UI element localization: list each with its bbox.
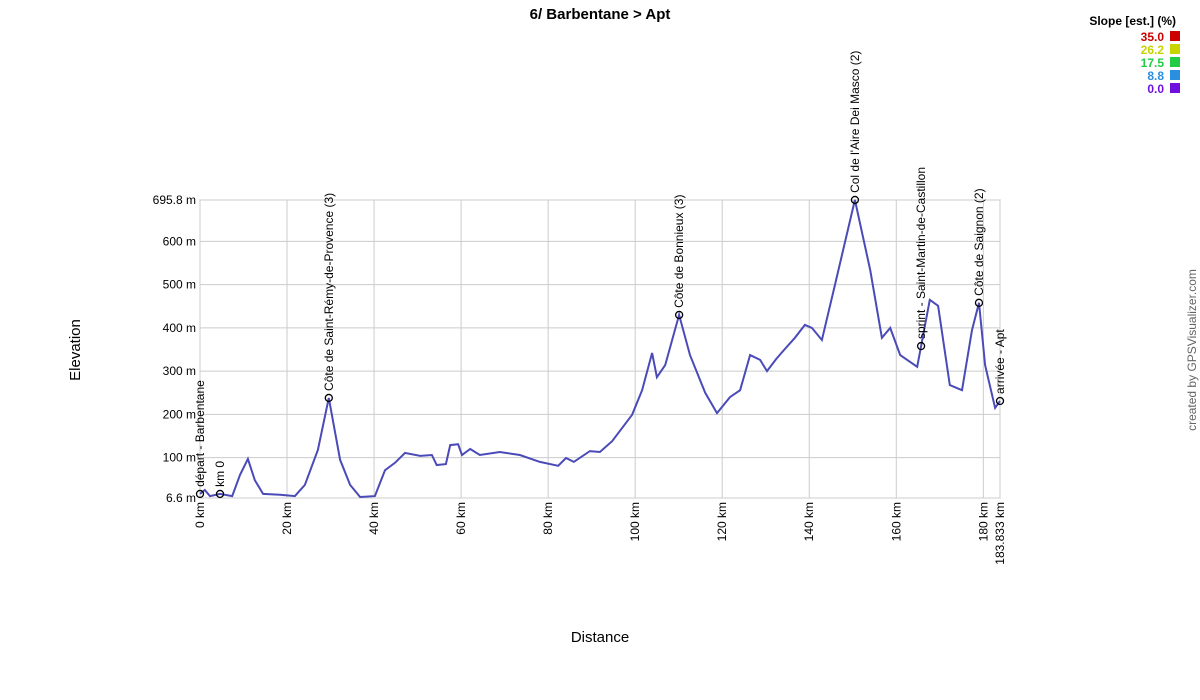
waypoint-label: Côte de Saignon (2) <box>972 188 986 295</box>
x-tick-label: 80 km <box>541 502 555 535</box>
legend-label: 17.5 <box>1141 56 1165 70</box>
waypoint-label: km 0 <box>213 461 227 487</box>
waypoint-marker <box>995 396 1005 406</box>
y-tick-label: 300 m <box>163 364 196 378</box>
waypoint-label: sprint - Saint-Martin-de-Castillon <box>914 167 928 339</box>
waypoint-label: arrivée - Apt <box>993 329 1007 394</box>
x-tick-label: 180 km <box>976 502 990 541</box>
legend-swatch <box>1170 44 1180 54</box>
legend-swatch <box>1170 57 1180 67</box>
legend-swatch <box>1170 83 1180 93</box>
plot-area <box>199 199 1001 499</box>
waypoint-label: départ - Barbentane <box>193 380 207 487</box>
legend-label: 8.8 <box>1147 69 1164 83</box>
x-tick-label: 100 km <box>628 502 642 541</box>
waypoint-marker <box>215 489 225 499</box>
waypoint-marker <box>850 195 860 205</box>
y-tick-label: 100 m <box>163 451 196 465</box>
legend-title: Slope [est.] (%) <box>1089 14 1176 28</box>
legend-label: 0.0 <box>1147 82 1164 96</box>
waypoint-marker <box>195 489 205 499</box>
x-axis-label: Distance <box>571 629 629 646</box>
chart-title: 6/ Barbentane > Apt <box>530 6 671 23</box>
elevation-line <box>199 199 1001 499</box>
x-tick-label: 183.833 km <box>993 502 1007 565</box>
waypoint-label: Côte de Bonnieux (3) <box>672 195 686 308</box>
x-tick-label: 40 km <box>367 502 381 535</box>
waypoint-marker <box>974 298 984 307</box>
waypoint-marker <box>916 341 926 351</box>
legend-swatch <box>1170 70 1180 80</box>
y-tick-label: 600 m <box>163 234 196 248</box>
x-tick-label: 20 km <box>280 502 294 535</box>
x-tick-label: 140 km <box>802 502 816 541</box>
x-tick-label: 60 km <box>454 502 468 535</box>
y-tick-label: 200 m <box>163 407 196 421</box>
y-tick-label: 6.6 m <box>166 491 196 505</box>
y-tick-label: 695.8 m <box>153 193 196 207</box>
credit: created by GPSVisualizer.com <box>1185 269 1199 431</box>
x-tick-label: 0 km <box>193 502 207 528</box>
x-tick-label: 120 km <box>715 502 729 541</box>
x-tick-label: 160 km <box>889 502 903 541</box>
legend-swatch <box>1170 31 1180 41</box>
waypoint-marker <box>674 310 684 320</box>
waypoint-marker <box>324 393 333 403</box>
legend-label: 26.2 <box>1141 43 1165 57</box>
y-tick-label: 500 m <box>163 278 196 292</box>
y-tick-label: 400 m <box>163 321 196 335</box>
waypoint-label: Col de l'Aire Dei Masco (2) <box>848 51 862 193</box>
waypoint-label: Côte de Saint-Rémy-de-Provence (3) <box>322 193 336 391</box>
legend-label: 35.0 <box>1141 30 1165 44</box>
y-axis-label: Elevation <box>67 319 84 381</box>
